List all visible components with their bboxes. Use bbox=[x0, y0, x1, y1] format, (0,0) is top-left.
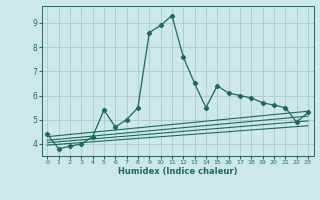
X-axis label: Humidex (Indice chaleur): Humidex (Indice chaleur) bbox=[118, 167, 237, 176]
